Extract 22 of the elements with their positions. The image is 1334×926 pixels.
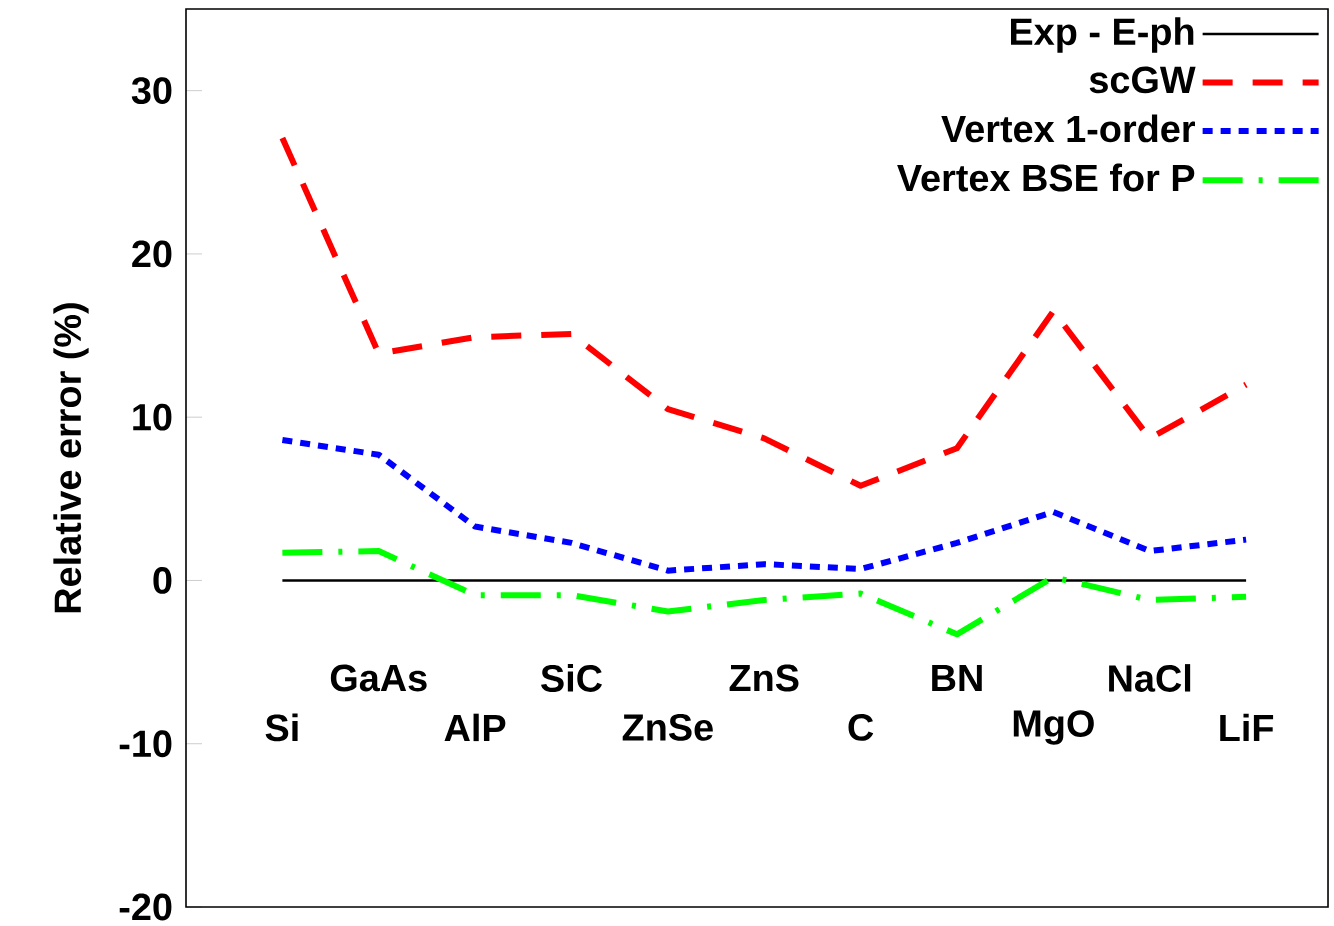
y-tick-label: -20 (119, 893, 172, 921)
x-tick-label: ZnS (729, 664, 799, 692)
legend-label: Vertex BSE for P (897, 163, 1195, 192)
y-tick-label: 10 (133, 403, 172, 431)
y-tick-label: 0 (153, 567, 172, 594)
x-tick-label: ZnSe (622, 713, 713, 741)
x-tick-label: NaCl (1109, 664, 1191, 692)
y-tick-label: 30 (131, 77, 172, 105)
x-tick-label: MgO (1013, 710, 1094, 745)
x-tick-label: GaAs (330, 664, 427, 692)
y-tick-label: 20 (132, 240, 172, 268)
y-axis-title: Relative error (%) (53, 303, 89, 613)
x-tick-label: Si (265, 713, 298, 742)
x-tick-label: LiF (1220, 713, 1274, 742)
x-tick-label: SiC (541, 664, 602, 692)
y-tick-label: -10 (119, 730, 172, 758)
x-tick-label: C (848, 713, 874, 741)
legend-label: Exp - E-ph (1010, 17, 1194, 53)
x-tick-label: BN (932, 665, 982, 692)
legend-label: scGW (1089, 66, 1196, 94)
x-tick-label: AlP (444, 713, 506, 742)
legend-label: Vertex 1-order (941, 114, 1196, 143)
